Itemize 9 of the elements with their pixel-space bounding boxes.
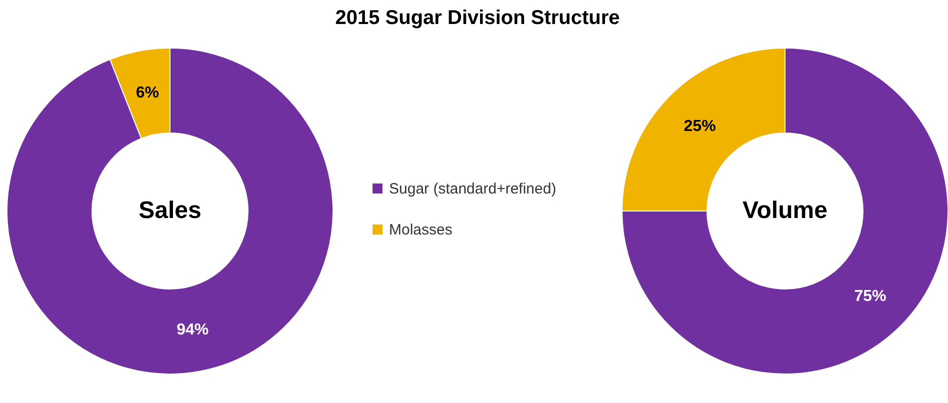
data-label: 75% [854, 288, 886, 306]
legend-label: Sugar (standard+refined) [389, 180, 556, 198]
data-label: 6% [136, 84, 159, 102]
text: Sales [138, 197, 202, 224]
data-label: 25% [684, 118, 716, 135]
text: Volume [742, 197, 828, 224]
data-label: 94% [176, 321, 209, 338]
chart-title: 2015 Sugar Division Structure [335, 7, 620, 29]
legend-label: Molasses [389, 222, 452, 238]
